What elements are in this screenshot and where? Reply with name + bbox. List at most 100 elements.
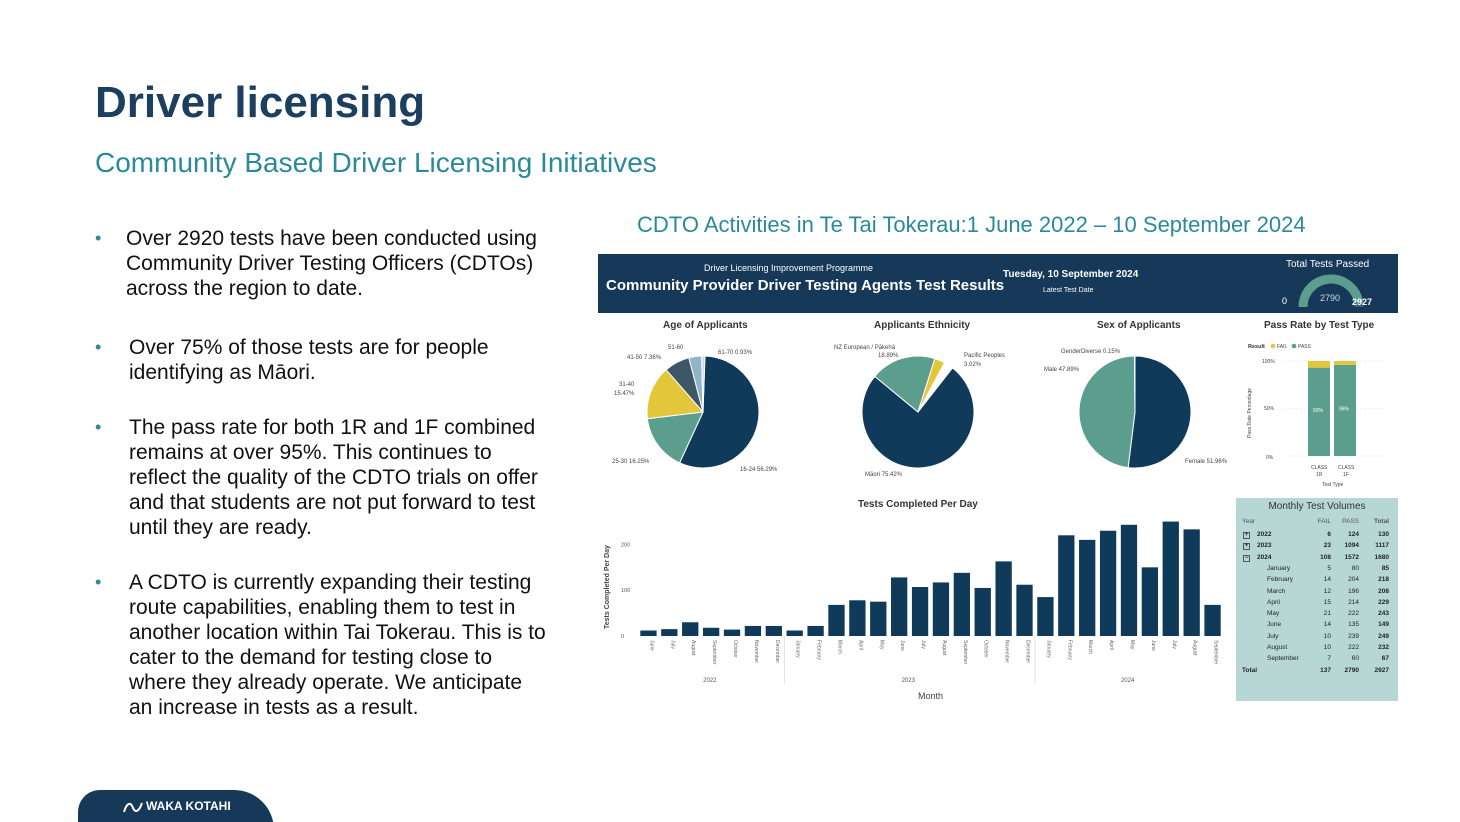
daily-month-label: February — [816, 640, 822, 661]
logo-text: WAKA KOTAHI — [146, 799, 231, 813]
daily-month-label: July — [920, 640, 926, 649]
daily-xlabel: Month — [918, 691, 943, 701]
daily-bar — [1058, 535, 1075, 636]
daily-bar — [807, 625, 824, 636]
age-label-16-24: 16-24 56.29% — [740, 467, 778, 473]
pie-slice — [1078, 355, 1136, 469]
total-tests-gauge: 0 2790 2927 — [1282, 274, 1372, 308]
daily-month-label: November — [753, 640, 759, 663]
daily-month-label: September — [711, 640, 717, 665]
dashboard-image: Driver Licensing Improvement Programme C… — [598, 254, 1398, 704]
waka-kotahi-logo-icon — [123, 802, 143, 813]
daily-month-label: May — [1129, 640, 1135, 650]
daily-bar — [1099, 530, 1117, 636]
bullet-text: The pass rate for both 1R and 1F combine… — [129, 416, 538, 539]
table-cell: 149 — [1378, 621, 1389, 629]
table-cell: 130 — [1378, 531, 1389, 538]
legend-fail-swatch — [1270, 343, 1276, 349]
table-row: May 21 222 243 — [1241, 609, 1393, 620]
legend-fail: FAIL — [1277, 344, 1288, 350]
daily-month-label: July — [669, 640, 675, 649]
table-cell: May — [1267, 610, 1280, 618]
pass-bar — [1334, 364, 1356, 456]
monthly-volumes-table: Monthly Test Volumes Year FAIL PASS Tota… — [1236, 498, 1398, 701]
daily-bar — [1037, 597, 1054, 636]
gauge-max: 2927 — [1352, 297, 1372, 307]
daily-month-label: June — [899, 640, 905, 651]
daily-month-label: June — [1150, 640, 1156, 651]
daily-month-label: December — [774, 640, 780, 663]
bullet-item: • Over 75% of those tests are for people… — [95, 335, 550, 385]
bullet-item: • Over 2920 tests have been conducted us… — [95, 226, 550, 301]
table-cell: 2023 — [1257, 542, 1272, 550]
pie-slice — [1133, 355, 1136, 413]
chart-heading: CDTO Activities in Te Tai Tokerau:1 June… — [637, 212, 1306, 237]
pass-data-label: 96% — [1339, 406, 1350, 412]
bullet-dot-icon: • — [95, 572, 102, 592]
daily-bar — [974, 587, 991, 636]
pass-rate-title: Pass Rate by Test Type — [1264, 320, 1375, 331]
daily-month-label: September — [962, 640, 968, 665]
latest-date-label: Latest Test Date — [1043, 287, 1094, 294]
expand-icon[interactable]: + — [1243, 543, 1250, 551]
table-cell: 14 — [1323, 576, 1331, 584]
table-cell: 208 — [1378, 587, 1389, 595]
collapse-icon[interactable]: − — [1243, 554, 1250, 562]
gauge-min: 0 — [1282, 296, 1287, 306]
table-cell: 218 — [1378, 576, 1389, 584]
gauge-fill — [1298, 274, 1364, 308]
pie-slice — [917, 362, 954, 413]
col-year: Year — [1242, 518, 1256, 525]
dashboard-title: Community Provider Driver Testing Agents… — [606, 277, 1005, 294]
pie-slice — [678, 355, 760, 469]
daily-month-label: November — [1004, 640, 1010, 663]
sex-label-diverse: GenderDiverse 0.15% — [1061, 349, 1121, 355]
table-row: April 15 214 229 — [1241, 598, 1393, 609]
table-cell: Total — [1242, 666, 1258, 674]
daily-bar — [640, 630, 657, 636]
programme-label: Driver Licensing Improvement Programme — [704, 263, 874, 273]
eth-label-pacific: Pacific Peoples — [964, 353, 1005, 359]
daily-bar — [932, 582, 950, 636]
bullet-list: • Over 2920 tests have been conducted us… — [95, 226, 550, 720]
table-cell: 243 — [1378, 610, 1389, 618]
table-cell: 1094 — [1344, 542, 1359, 550]
table-cell: 5 — [1327, 564, 1331, 572]
pass-cat-1f-b: 1F — [1343, 472, 1349, 478]
daily-month-label: July — [1171, 640, 1177, 649]
table-cell: March — [1267, 587, 1286, 595]
table-cell: 214 — [1348, 598, 1359, 606]
latest-date: Tuesday, 10 September 2024 — [1003, 269, 1139, 280]
table-cell: 204 — [1348, 576, 1359, 584]
legend-title: Result — [1248, 344, 1265, 350]
table-cell: 108 — [1320, 553, 1331, 561]
daily-ytick: 100 — [621, 588, 630, 594]
table-row: March 12 196 208 — [1241, 587, 1393, 598]
daily-bar — [1120, 524, 1138, 636]
pass-rate-chart: Result FAIL PASS Pass Rate Percentage 10… — [1247, 343, 1384, 488]
daily-month-label: October — [732, 640, 738, 658]
table-row: +2023 23 1094 1117 — [1241, 541, 1393, 552]
bullet-dot-icon: • — [95, 228, 102, 248]
table-cell: 12 — [1323, 587, 1331, 595]
table-cell: 232 — [1378, 644, 1389, 651]
table-cell: 137 — [1320, 666, 1331, 674]
daily-bar — [786, 630, 803, 636]
expand-icon[interactable]: + — [1243, 532, 1250, 539]
daily-year-label: 2024 — [1121, 678, 1135, 684]
fail-bar — [1308, 361, 1330, 368]
table-row: June 14 135 149 — [1241, 620, 1393, 631]
daily-month-label: January — [795, 640, 801, 658]
bullet-item: • A CDTO is currently expanding their te… — [95, 570, 550, 720]
table-cell: 2024 — [1257, 553, 1272, 561]
table-cell: July — [1267, 632, 1279, 640]
sex-pie-chart: GenderDiverse 0.15% Male 47.89% Female 5… — [1044, 349, 1228, 469]
bullet-text: A CDTO is currently expanding their test… — [129, 571, 546, 719]
ethnicity-pie-chart: NZ European / Pākehā 18.89% Pacific Peop… — [834, 345, 1005, 478]
table-row: January 5 80 85 — [1241, 564, 1393, 575]
age-pie-chart: 16-24 56.29% 25-30 16.25% 31-40 15.47% 4… — [612, 345, 778, 473]
eth-label-nz-european-pct: 18.89% — [878, 353, 899, 359]
age-label-31-40: 31-40 — [619, 382, 635, 388]
page-subtitle: Community Based Driver Licensing Initiat… — [95, 147, 657, 178]
daily-month-label: August — [690, 640, 696, 656]
